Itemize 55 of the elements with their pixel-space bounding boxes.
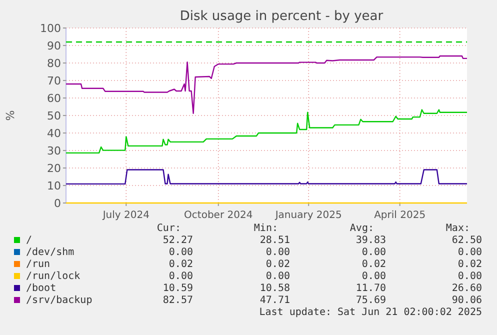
text: 0.00 — [168, 247, 193, 258]
text: 82.57 — [162, 295, 193, 306]
text: Cur: — [156, 223, 181, 234]
x-tick-label: April 2025 — [374, 210, 426, 221]
text: 26.60 — [452, 283, 482, 294]
line-series — [65, 55, 468, 114]
x-tick-label: January 2025 — [274, 210, 342, 221]
text: Avg: — [350, 223, 374, 234]
y-tick-label: 0 — [54, 196, 61, 210]
text: 62.50 — [452, 235, 482, 246]
y-tick-label: 100 — [40, 22, 61, 35]
text: 0.00 — [362, 271, 386, 282]
text: 39.83 — [356, 235, 386, 246]
legend-label: /srv/backup — [26, 295, 92, 306]
text: 52.27 — [162, 235, 193, 246]
text: Min: — [254, 223, 278, 234]
text: 0.02 — [168, 259, 193, 270]
legend-label: /run — [26, 259, 50, 270]
text: 47.71 — [260, 295, 290, 306]
text: 0.00 — [168, 271, 193, 282]
y-tick-label: 30 — [47, 144, 61, 158]
text: 28.51 — [260, 235, 290, 246]
line-series — [65, 169, 468, 185]
y-tick-label: 50 — [47, 109, 61, 122]
y-tick-label: 70 — [47, 74, 61, 88]
legend-label: / — [26, 235, 32, 246]
legend-label: /boot — [26, 283, 56, 294]
y-tick-label: 10 — [47, 179, 61, 192]
y-tick-label: 20 — [47, 162, 61, 175]
y-tick-label: 90 — [47, 39, 61, 52]
text: Max: — [446, 223, 470, 234]
text: 0.00 — [266, 271, 290, 282]
text: 0.00 — [362, 247, 386, 258]
text: 0.00 — [458, 271, 482, 282]
text: Last update: Sat Jun 21 02:00:02 2025 — [259, 307, 482, 318]
y-tick-label: 80 — [47, 56, 61, 70]
legend-label: /dev/shm — [26, 247, 74, 258]
text: 10.59 — [162, 283, 193, 294]
text: 90.06 — [452, 295, 482, 306]
x-tick-label: October 2024 — [184, 210, 253, 221]
x-tick-label: July 2024 — [102, 210, 150, 221]
chart-title: Disk usage in percent - by year — [180, 9, 384, 24]
text: 0.00 — [266, 247, 290, 258]
y-tick-label: 60 — [47, 92, 61, 105]
text: 0.00 — [458, 247, 482, 258]
text: 0.02 — [458, 259, 482, 270]
y-tick-label: 40 — [47, 126, 61, 140]
text: 0.02 — [266, 259, 290, 270]
text: 10.58 — [260, 283, 290, 294]
legend-label: /run/lock — [26, 271, 80, 282]
y-axis-title: % — [4, 110, 17, 121]
text: 11.70 — [356, 283, 386, 294]
text: 75.69 — [356, 295, 386, 306]
line-series — [65, 109, 468, 154]
text: 0.02 — [362, 259, 386, 270]
